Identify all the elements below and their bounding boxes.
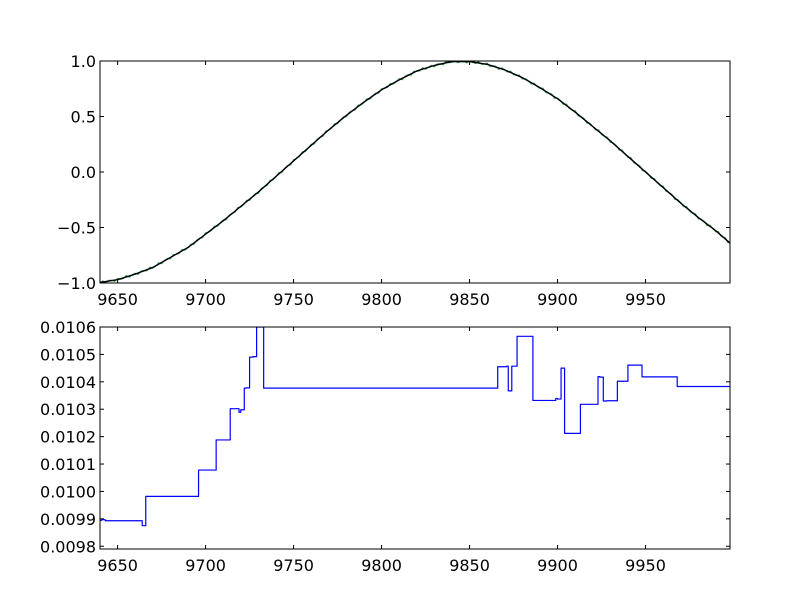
plot-area [100,61,730,283]
x-tick-label: 9900 [537,556,578,575]
y-tick-label: 0.0104 [40,373,96,392]
x-tick-label: 9800 [361,556,402,575]
y-tick-label: 1.0 [71,52,96,71]
x-tick-label: 9700 [185,290,226,309]
x-tick-label: 9950 [625,556,666,575]
bottom-panel: 9650 9700 9750 9800 9850 9900 9950 0.0098 0.0099… [40,318,731,575]
axes-frame [99,326,731,550]
y-tick-label: 0.5 [71,108,96,127]
y-tick-label: 0.0098 [40,537,96,556]
y-tick-label: 0.0100 [40,482,96,501]
series-line-0 [100,327,730,527]
y-tick-label: −1.0 [57,274,96,293]
y-tick-label: 0.0099 [40,510,96,529]
x-tick-label: 9800 [361,290,402,309]
y-tick-label: 0.0 [71,163,96,182]
y-tick-label: −0.5 [57,219,96,238]
y-tick-label: 0.0106 [40,318,96,337]
x-tick-label: 9700 [185,556,226,575]
y-tick-label: 0.0105 [40,345,96,364]
top-panel: 9650 9700 9750 9800 9850 9900 9950 −1.0 −0.5 0.0 0… [57,52,731,309]
y-tick-label: 0.0102 [40,428,96,447]
y-tick-label: 0.0101 [40,455,96,474]
x-tick-label: 9850 [449,290,490,309]
series-line-2 [100,61,730,283]
y-tick-label: 0.0103 [40,400,96,419]
x-tick-label: 9750 [273,556,314,575]
x-tick-label: 9850 [449,556,490,575]
x-tick-label: 9900 [537,290,578,309]
x-tick-label: 9650 [97,556,138,575]
x-tick-label: 9650 [97,290,138,309]
x-tick-label: 9950 [625,290,666,309]
plot-area [100,327,730,527]
x-tick-label: 9750 [273,290,314,309]
